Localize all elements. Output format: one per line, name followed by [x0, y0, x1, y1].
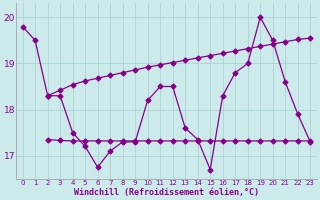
X-axis label: Windchill (Refroidissement éolien,°C): Windchill (Refroidissement éolien,°C)	[74, 188, 259, 197]
